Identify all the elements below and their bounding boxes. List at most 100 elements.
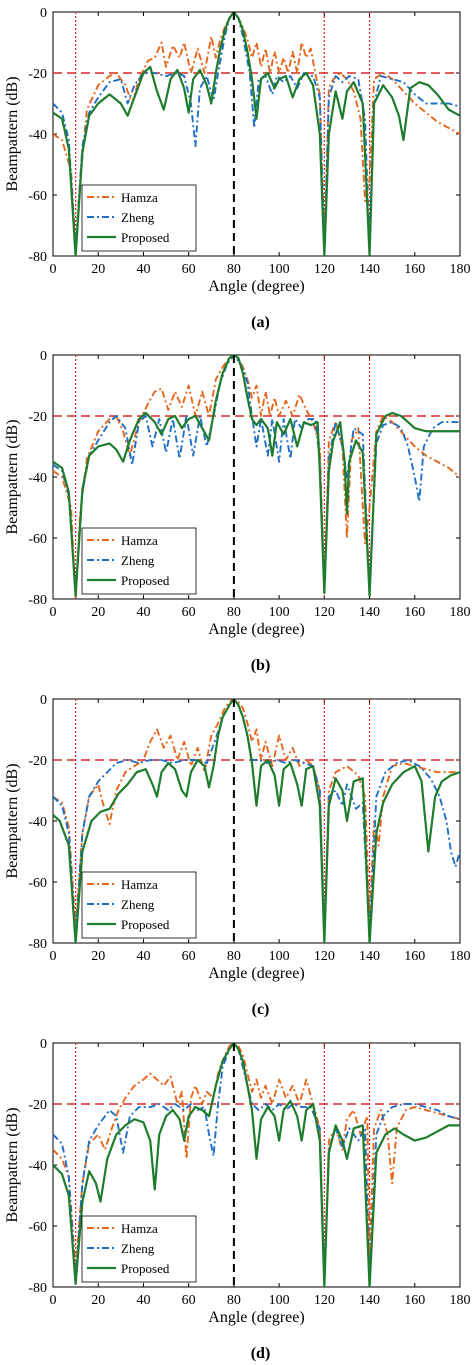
- series-line-zheng: [53, 355, 460, 594]
- series-line-proposed: [53, 355, 460, 598]
- x-tick-label: 140: [359, 605, 380, 620]
- series-line-proposed: [53, 12, 460, 256]
- y-axis-label: Beampattern (dB): [4, 1107, 21, 1222]
- y-tick-label: -80: [28, 1281, 47, 1296]
- x-tick-label: 60: [182, 262, 196, 277]
- panel-caption: (c): [252, 1001, 270, 1018]
- x-tick-label: 160: [404, 262, 425, 277]
- legend-label: Proposed: [121, 917, 170, 932]
- legend: Hamza Zheng Proposed: [81, 871, 197, 939]
- x-tick-label: 160: [404, 949, 425, 964]
- y-tick-label: -20: [28, 410, 47, 425]
- x-tick-label: 60: [182, 605, 196, 620]
- series-line-zheng: [53, 12, 460, 251]
- x-tick-label: 180: [450, 1293, 471, 1308]
- x-tick-label: 80: [227, 605, 241, 620]
- legend-label: Zheng: [121, 1241, 155, 1256]
- legend-label: Hamza: [121, 1221, 158, 1236]
- y-tick-label: -60: [28, 876, 47, 891]
- y-tick-label: -40: [28, 1159, 47, 1174]
- legend-box: [81, 527, 197, 595]
- legend-box: [81, 1215, 197, 1283]
- x-tick-label: 60: [182, 1293, 196, 1308]
- x-tick-label: 140: [359, 1293, 380, 1308]
- panel-caption: (d): [251, 1345, 271, 1362]
- plot-area: [53, 699, 460, 943]
- series-line-proposed: [53, 1043, 460, 1287]
- x-tick-label: 0: [50, 605, 57, 620]
- series-line-proposed: [53, 699, 460, 943]
- x-tick-label: 160: [404, 1293, 425, 1308]
- x-tick-label: 40: [136, 949, 150, 964]
- x-tick-label: 180: [450, 605, 471, 620]
- x-tick-label: 20: [91, 605, 105, 620]
- legend-label: Hamza: [121, 877, 158, 892]
- x-axis-label: Angle (degree): [208, 278, 304, 295]
- y-axis-label: Beampattern (dB): [4, 419, 21, 534]
- legend-label: Zheng: [121, 553, 155, 568]
- x-tick-label: 120: [314, 262, 335, 277]
- y-tick-label: -60: [28, 1220, 47, 1235]
- x-tick-label: 120: [314, 949, 335, 964]
- y-tick-label: 0: [40, 693, 47, 708]
- x-tick-label: 80: [227, 1293, 241, 1308]
- x-tick-label: 120: [314, 1293, 335, 1308]
- panel-1: 0 20 40 60 80 100 120 140 160 180 0 -20 -40 -60 -80 Ang…: [4, 6, 471, 331]
- y-tick-label: -40: [28, 471, 47, 486]
- y-tick-label: 0: [40, 349, 47, 364]
- y-tick-label: -40: [28, 128, 47, 143]
- y-tick-label: -20: [28, 1098, 47, 1113]
- legend-box: [81, 871, 197, 939]
- y-tick-label: 0: [40, 6, 47, 21]
- x-tick-label: 0: [50, 949, 57, 964]
- legend-box: [81, 184, 197, 252]
- legend-label: Proposed: [121, 1261, 170, 1276]
- y-axis-label: Beampattern (dB): [4, 76, 21, 191]
- plot-area: [53, 1043, 460, 1287]
- legend-label: Hamza: [121, 533, 158, 548]
- x-tick-label: 100: [269, 1293, 290, 1308]
- y-tick-label: -20: [28, 67, 47, 82]
- y-tick-label: -80: [28, 593, 47, 608]
- x-axis-label: Angle (degree): [208, 965, 304, 982]
- x-tick-label: 0: [50, 262, 57, 277]
- y-tick-label: -60: [28, 532, 47, 547]
- plot-area: [53, 355, 460, 599]
- y-tick-label: -80: [28, 250, 47, 265]
- x-tick-label: 100: [269, 605, 290, 620]
- series-line-hamza: [53, 1043, 460, 1282]
- legend-label: Proposed: [121, 573, 170, 588]
- x-tick-label: 20: [91, 1293, 105, 1308]
- y-axis-label: Beampattern (dB): [4, 763, 21, 878]
- legend-label: Zheng: [121, 897, 155, 912]
- x-tick-label: 120: [314, 605, 335, 620]
- x-tick-label: 40: [136, 262, 150, 277]
- legend-label: Hamza: [121, 190, 158, 205]
- x-tick-label: 140: [359, 262, 380, 277]
- x-tick-label: 160: [404, 605, 425, 620]
- plot-area: [53, 12, 460, 256]
- y-tick-label: -40: [28, 815, 47, 830]
- x-tick-label: 20: [91, 949, 105, 964]
- series-line-hamza: [53, 12, 460, 251]
- x-tick-label: 60: [182, 949, 196, 964]
- x-tick-label: 40: [136, 605, 150, 620]
- x-axis-label: Angle (degree): [208, 621, 304, 638]
- x-tick-label: 100: [269, 949, 290, 964]
- y-tick-label: 0: [40, 1037, 47, 1052]
- x-tick-label: 40: [136, 1293, 150, 1308]
- x-tick-label: 80: [227, 262, 241, 277]
- legend: Hamza Zheng Proposed: [81, 527, 197, 595]
- x-tick-label: 100: [269, 262, 290, 277]
- legend-label: Proposed: [121, 230, 170, 245]
- x-axis-label: Angle (degree): [208, 1309, 304, 1326]
- panel-4: 0 20 40 60 80 100 120 140 160 180 0 -20 -40 -60 -80 Ang…: [4, 1037, 471, 1362]
- panel-2: 0 20 40 60 80 100 120 140 160 180 0 -20 -40 -60 -80 Ang…: [4, 349, 471, 674]
- y-tick-label: -20: [28, 754, 47, 769]
- panel-3: 0 20 40 60 80 100 120 140 160 180 0 -20 -40 -60 -80 Ang…: [4, 693, 471, 1018]
- legend: Hamza Zheng Proposed: [81, 184, 197, 252]
- legend-label: Zheng: [121, 210, 155, 225]
- x-tick-label: 20: [91, 262, 105, 277]
- y-tick-label: -60: [28, 189, 47, 204]
